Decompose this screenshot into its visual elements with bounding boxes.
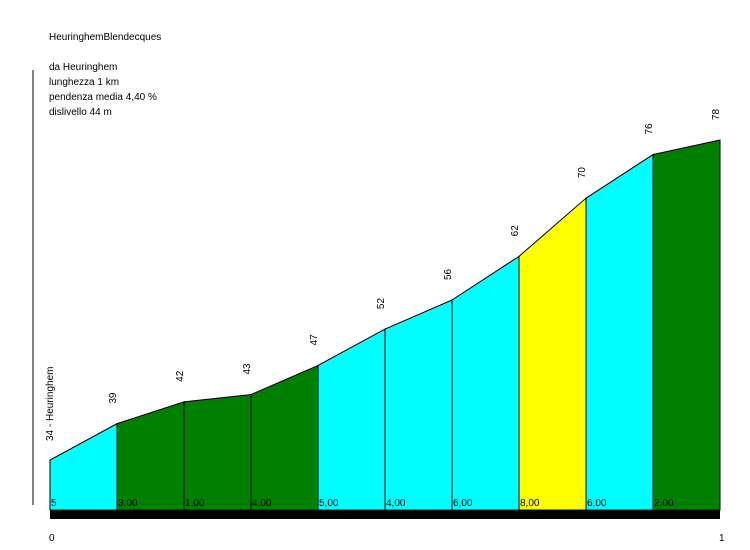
average-gradient: pendenza media 4,40 % <box>49 92 157 103</box>
gradient-label: 3,00 <box>118 498 138 509</box>
profile-segment <box>183 393 252 511</box>
gradient-label: 8,00 <box>520 498 540 509</box>
profile-segment <box>585 153 654 511</box>
elevation-gain: dislivello 44 m <box>49 107 112 118</box>
climb-title: HeuringhemBlendecques <box>49 32 162 43</box>
gradient-label: 4,00 <box>386 498 406 509</box>
elevation-label: 47 <box>309 334 320 346</box>
profile-segment <box>317 328 386 511</box>
profile-segment <box>451 255 520 511</box>
elevation-label: 76 <box>644 123 655 135</box>
x-tick-1: 1 <box>719 533 725 544</box>
profile-segment <box>518 197 587 511</box>
gradient-label: 6,00 <box>453 498 473 509</box>
gradient-label: 5 <box>51 498 57 509</box>
elevation-label: 62 <box>510 225 521 237</box>
elevation-label: 52 <box>376 298 387 310</box>
climb-length: lunghezza 1 km <box>49 77 120 88</box>
profile-segment <box>652 139 721 511</box>
elevation-label: 56 <box>443 268 454 280</box>
elevation-label: 78 <box>711 108 722 120</box>
start-elevation-label: 34 - Heuringhem <box>45 367 56 441</box>
gradient-label: 2,00 <box>654 498 674 509</box>
profile-segment <box>116 401 185 511</box>
elevation-label: 43 <box>242 363 253 375</box>
start-location: da Heuringhem <box>49 62 118 73</box>
elevation-label: 70 <box>577 167 588 179</box>
profile-info: HeuringhemBlendecques da Heuringhem lung… <box>49 30 161 120</box>
distance-bar <box>50 510 720 519</box>
profile-segment <box>250 364 319 511</box>
profile-segment <box>49 422 118 511</box>
elevation-label: 39 <box>108 392 119 404</box>
segments-layer <box>49 139 721 511</box>
elevation-label: 42 <box>175 370 186 382</box>
gradient-label: 4,00 <box>252 498 272 509</box>
x-tick-0: 0 <box>49 533 55 544</box>
labels-layer: 5 3,00 1,00 4,00 5,00 4,00 6,00 8,00 6,00 2,00 39 4… <box>51 108 722 509</box>
gradient-label: 6,00 <box>587 498 607 509</box>
gradient-label: 1,00 <box>185 498 205 509</box>
profile-segment <box>384 299 453 511</box>
gradient-label: 5,00 <box>319 498 339 509</box>
